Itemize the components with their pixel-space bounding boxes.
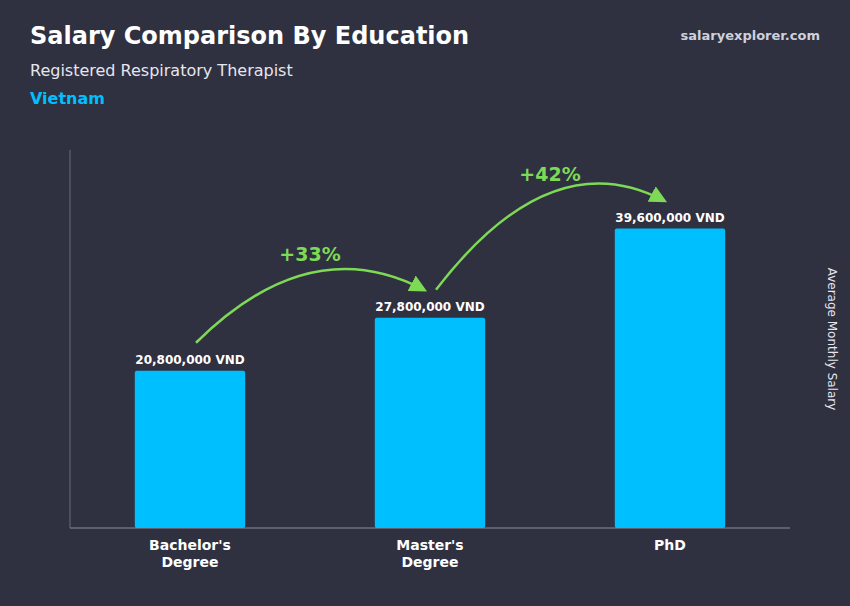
growth-arrow bbox=[196, 269, 424, 343]
annotation: +42% bbox=[519, 163, 580, 185]
bar bbox=[615, 229, 725, 528]
x-tick-label-line: PhD bbox=[654, 537, 686, 553]
y-axis-label: Average Monthly Salary bbox=[825, 268, 839, 411]
x-tick-label-line: Bachelor's bbox=[149, 537, 231, 553]
chart: Salary Comparison By Education Registered… bbox=[0, 0, 850, 606]
x-tick-label-line: Degree bbox=[401, 554, 458, 570]
x-tick-label-line: Degree bbox=[161, 554, 218, 570]
background bbox=[0, 0, 850, 606]
x-tick-label: Master'sDegree bbox=[396, 537, 463, 570]
source: salaryexplorer.com bbox=[681, 28, 820, 43]
title: Salary Comparison By Education bbox=[30, 22, 469, 50]
bar bbox=[375, 318, 485, 528]
annotation: +33% bbox=[279, 243, 340, 265]
data-label: 39,600,000 VND bbox=[615, 211, 724, 225]
y-axis-line bbox=[70, 150, 71, 528]
data-label: 20,800,000 VND bbox=[135, 353, 244, 367]
x-tick-label: Bachelor'sDegree bbox=[149, 537, 231, 570]
country: Vietnam bbox=[30, 89, 105, 108]
bar bbox=[135, 371, 245, 528]
data-label: 27,800,000 VND bbox=[375, 300, 484, 314]
x-tick-label: PhD bbox=[654, 537, 686, 553]
subtitle: Registered Respiratory Therapist bbox=[30, 61, 293, 80]
x-tick-label-line: Master's bbox=[396, 537, 463, 553]
bars bbox=[135, 229, 725, 528]
growth-arrow bbox=[436, 183, 664, 289]
